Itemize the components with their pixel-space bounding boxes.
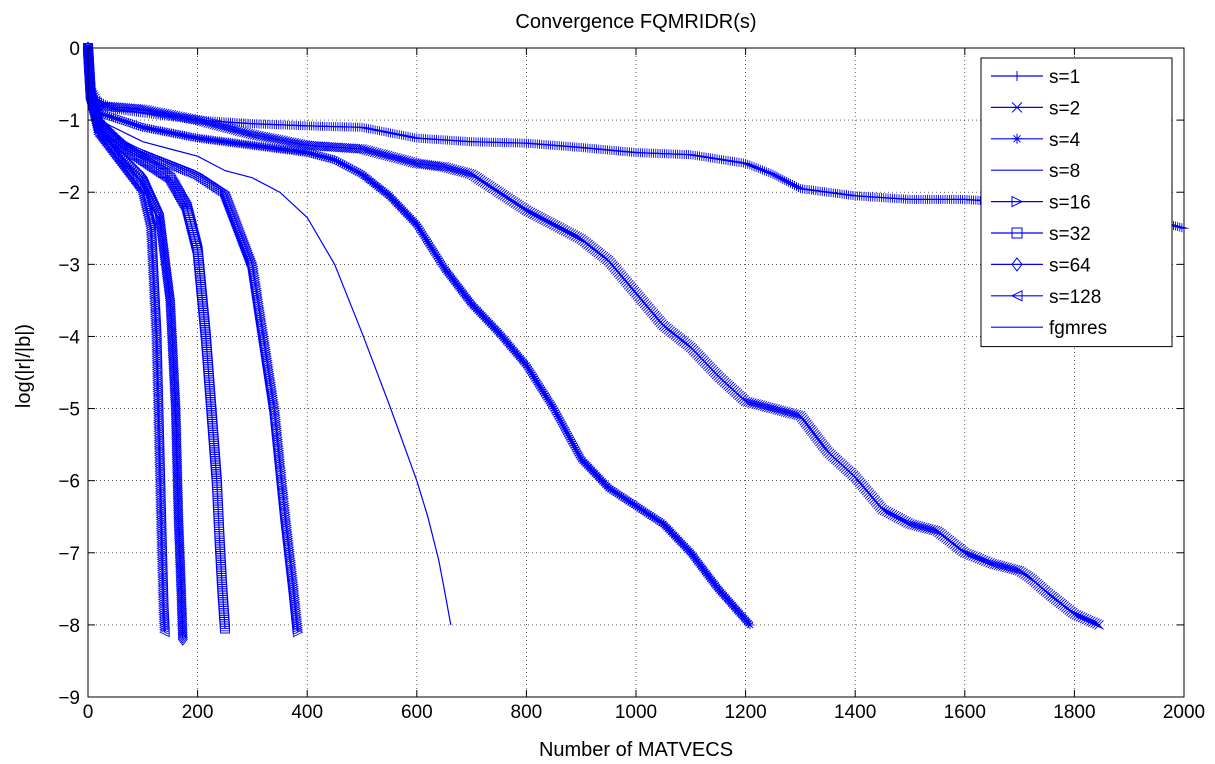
y-tick-label: −1 — [58, 111, 80, 132]
legend-label-s-8: s=8 — [1049, 161, 1080, 182]
series-s-16 — [83, 42, 304, 638]
y-tick-label: −7 — [58, 544, 80, 565]
legend-label-s-1: s=1 — [1049, 67, 1080, 88]
legend: s=1 s=2 s=4 s=8 s=16 s=32 s=64 s=128 fgmres — [980, 57, 1173, 348]
legend-item-s-16: s=16 — [991, 193, 1091, 214]
legend-item-s-128: s=128 — [991, 287, 1101, 308]
x-tick-label: 0 — [83, 702, 94, 723]
x-tick-label: 400 — [291, 702, 323, 723]
legend-item-s-1: s=1 — [991, 67, 1080, 88]
x-tick-label: 200 — [182, 702, 214, 723]
legend-label-s-32: s=32 — [1049, 224, 1091, 245]
legend-item-s-64: s=64 — [991, 255, 1091, 276]
y-tick-label: 0 — [69, 39, 80, 60]
y-tick-label: −2 — [58, 183, 80, 204]
x-tick-label: 1000 — [615, 702, 657, 723]
legend-label-s-64: s=64 — [1049, 255, 1091, 276]
legend-label-fgmres: fgmres — [1049, 318, 1107, 339]
y-tick-label: −4 — [58, 327, 80, 348]
series-line-s-8 — [87, 47, 452, 626]
series-s-8 — [87, 47, 452, 626]
y-tick-label: −5 — [58, 400, 80, 421]
x-tick-label: 1800 — [1053, 702, 1095, 723]
legend-item-s-4: s=4 — [991, 130, 1081, 151]
legend-marker-s-4 — [1012, 133, 1022, 144]
x-tick-label: 1600 — [944, 702, 986, 723]
plot-series — [82, 41, 1189, 646]
x-tick-label: 1400 — [834, 702, 876, 723]
series-markers-s-16 — [83, 42, 304, 638]
series-fgmres — [87, 47, 166, 633]
legend-marker-s-128 — [1010, 289, 1023, 302]
legend-label-s-128: s=128 — [1049, 287, 1101, 308]
legend-label-s-4: s=4 — [1049, 130, 1081, 151]
legend-marker-s-16 — [1011, 195, 1024, 208]
y-tick-label: −8 — [58, 616, 80, 637]
y-tick-label: −3 — [58, 255, 80, 276]
y-tick-label: −9 — [58, 688, 80, 709]
series-line-fgmres — [87, 47, 166, 633]
x-tick-label: 2000 — [1163, 702, 1205, 723]
legend-marker-s-64 — [1011, 257, 1023, 272]
legend-item-s-2: s=2 — [991, 98, 1080, 119]
legend-marker-s-2 — [1011, 102, 1023, 113]
x-axis-label: Number of MATVECS — [539, 739, 733, 761]
legend-label-s-2: s=2 — [1049, 98, 1080, 119]
y-axis-label: log(|r|/|b|) — [13, 324, 35, 408]
legend-item-s-8: s=8 — [991, 161, 1080, 182]
legend-marker-s-1 — [1012, 71, 1022, 81]
y-tick-label: −6 — [58, 472, 80, 493]
legend-marker-s-32 — [1011, 227, 1023, 239]
x-tick-label: 1200 — [724, 702, 766, 723]
x-tick-label: 800 — [511, 702, 543, 723]
legend-item-fgmres: fgmres — [991, 318, 1107, 339]
chart-title: Convergence FQMRIDR(s) — [515, 11, 756, 33]
legend-box — [980, 57, 1173, 348]
axis-ticks: 0 200 400 600 800 1000 1200 1400 1600 1800 2000 0 −1… — [58, 39, 1205, 723]
legend-item-s-32: s=32 — [991, 224, 1091, 245]
legend-label-s-16: s=16 — [1049, 193, 1091, 214]
x-tick-label: 600 — [401, 702, 433, 723]
